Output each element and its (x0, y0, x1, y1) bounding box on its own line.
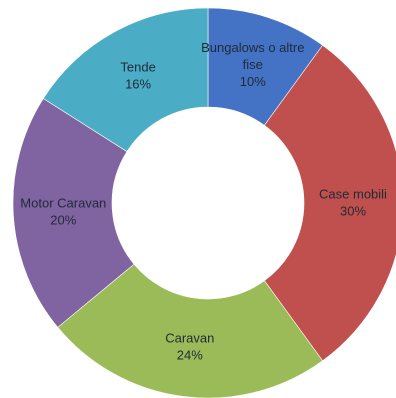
slice-motor-caravan (12, 98, 135, 328)
slice-name: Motor Caravan (20, 196, 106, 211)
slice-name: Caravan (165, 330, 214, 345)
slice-label-caravan: Caravan 24% (165, 330, 214, 362)
slice-percent: 20% (50, 213, 76, 228)
donut-slices (12, 7, 396, 398)
slice-label-bungalows-o-altre-fise: Bungalows o altre fise 10% (201, 40, 304, 89)
slice-name: fise (243, 57, 263, 72)
slice-label-case-mobili: Case mobili 30% (319, 187, 387, 219)
slice-name: Tende (120, 59, 155, 74)
slice-case-mobili (264, 44, 396, 362)
slice-label-tende: Tende 16% (120, 59, 155, 91)
slice-percent: 16% (125, 76, 151, 91)
slice-tende (42, 7, 209, 152)
slice-caravan (57, 263, 324, 398)
slice-percent: 24% (177, 347, 203, 362)
slice-name: Case mobili (319, 187, 387, 202)
slice-labels: Bungalows o altre fise 10%Case mobili 30%Ca… (20, 40, 387, 362)
slice-percent: 10% (240, 74, 266, 89)
slice-percent: 30% (340, 204, 366, 219)
slice-label-motor-caravan: Motor Caravan 20% (20, 196, 106, 228)
slice-name: Bungalows o altre (201, 40, 304, 55)
